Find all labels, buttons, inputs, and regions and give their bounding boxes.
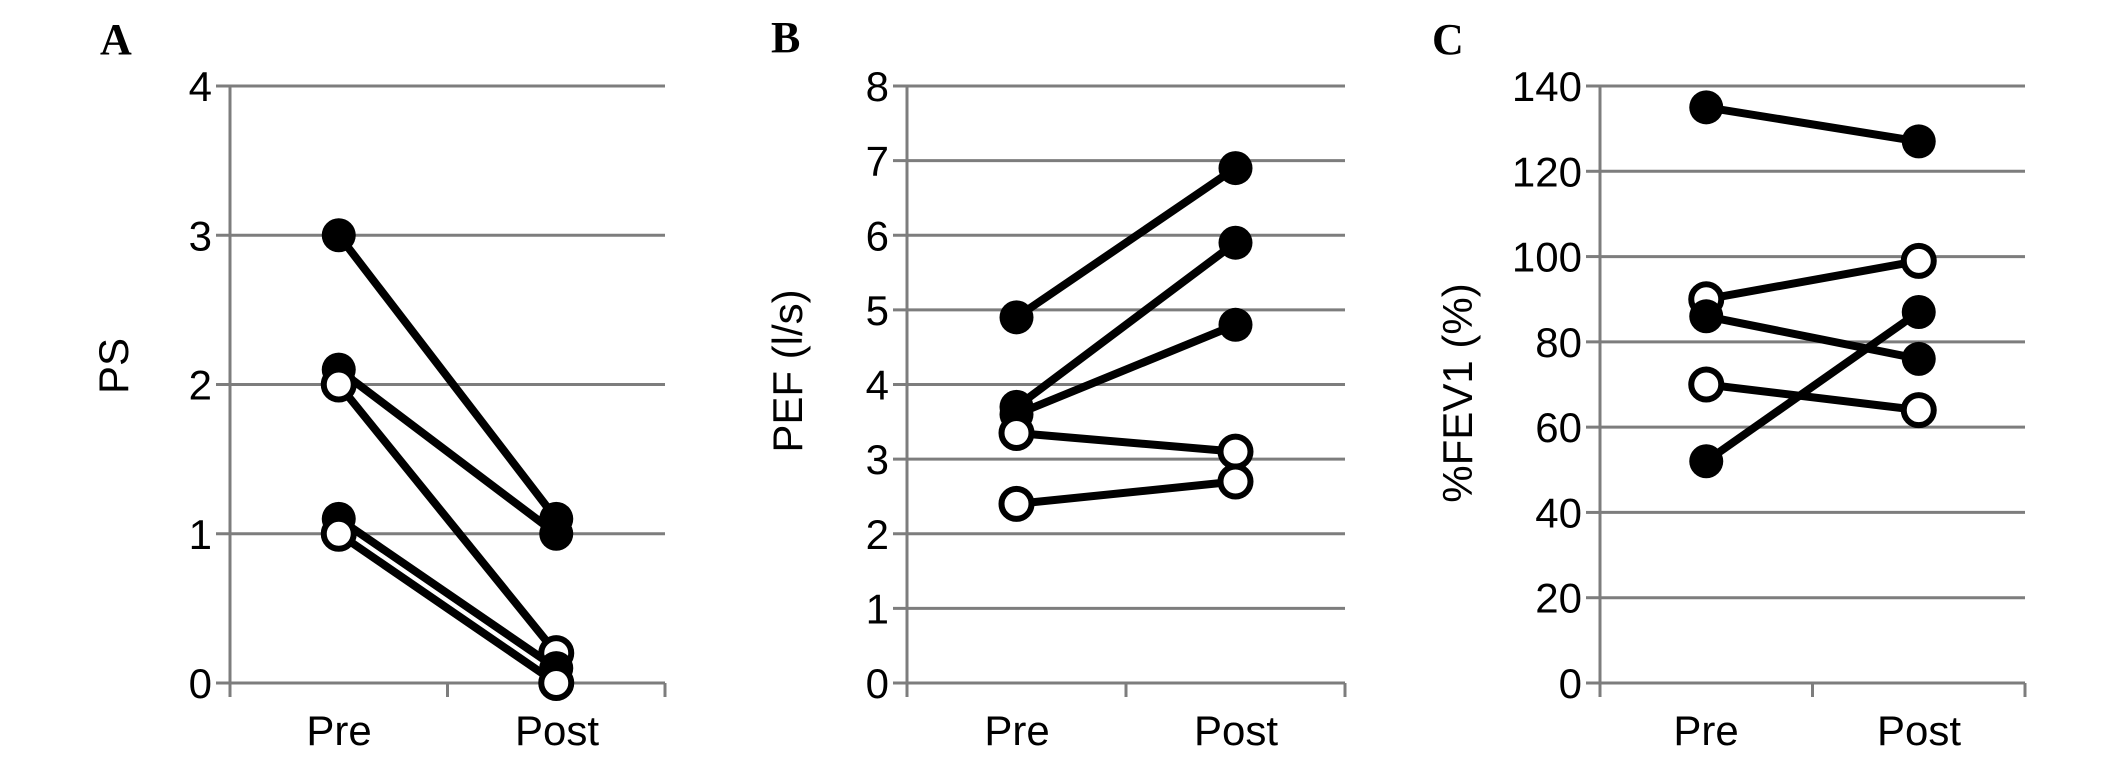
y-tick-label: 5 (866, 287, 889, 334)
pair-line (1705, 103, 1920, 146)
chart-panel-b: 0 1 2 3 4 5 6 7 8 (866, 63, 1347, 707)
marker-filled-circle (1218, 307, 1253, 342)
y-tick-label: 120 (1512, 148, 1582, 195)
y-tick-label: 1 (866, 585, 889, 632)
pair-line (335, 381, 560, 656)
pair-line (1705, 312, 1920, 363)
pair-line (1014, 239, 1238, 411)
pair-line (336, 366, 559, 537)
y-axis-label-c: %FEV1 (%) (1434, 283, 1481, 503)
y-axis-label-b: PEF (l/s) (764, 289, 811, 453)
y-tick-label: 3 (866, 436, 889, 483)
marker-open-circle (1217, 463, 1254, 500)
y-tick-label: 0 (866, 660, 889, 707)
pair-line (1016, 429, 1236, 456)
marker-open-circle (1900, 392, 1937, 429)
y-tick-label: 140 (1512, 63, 1582, 110)
x-category-b-pre: Pre (984, 707, 1050, 754)
x-category-c-pre: Pre (1673, 707, 1739, 754)
panel-label-b: B (771, 13, 801, 62)
x-category-a-pre: Pre (306, 707, 372, 754)
x-category-a-post: Post (514, 707, 600, 754)
marker-filled-circle (1901, 295, 1936, 330)
y-tick-label: 7 (866, 138, 889, 185)
marker-filled-circle (539, 516, 574, 551)
marker-open-circle (998, 415, 1035, 452)
pair-line (1705, 256, 1920, 304)
marker-open-circle (1217, 433, 1254, 470)
y-tick-label: 2 (189, 362, 212, 409)
pair-line (1014, 321, 1238, 419)
y-axis-label-a: PS (90, 337, 137, 395)
marker-open-circle (1688, 366, 1725, 403)
marker-open-circle (320, 366, 357, 403)
y-tick-label: 0 (1559, 660, 1582, 707)
marker-filled-circle (1901, 341, 1936, 376)
x-category-c-post: Post (1876, 707, 1962, 754)
marker-filled-circle (1689, 299, 1724, 334)
marker-open-circle (320, 515, 357, 552)
chart-panel-c: 0 20 40 60 80 100 120 140 (1512, 63, 2027, 707)
y-tick-label: 3 (189, 212, 212, 259)
marker-open-circle (998, 485, 1035, 522)
y-tick-label: 2 (866, 511, 889, 558)
panel-label-c: C (1432, 15, 1464, 64)
pair-line (1016, 477, 1236, 508)
marker-open-circle (1900, 242, 1937, 279)
y-tick-label: 0 (189, 660, 212, 707)
pair-line (336, 530, 559, 687)
x-category-b-post: Post (1193, 707, 1279, 754)
y-tick-label: 6 (866, 212, 889, 259)
marker-filled-circle (1689, 90, 1724, 125)
y-tick-label: 8 (866, 63, 889, 110)
y-tick-label: 1 (189, 511, 212, 558)
chart-panel-a: 0 1 2 3 4 (189, 63, 667, 707)
y-tick-label: 40 (1535, 489, 1582, 536)
marker-filled-circle (321, 218, 356, 253)
marker-filled-circle (999, 300, 1034, 335)
y-tick-label: 4 (866, 362, 889, 409)
pair-line (1014, 164, 1238, 321)
pair-line (335, 232, 560, 522)
pair-line (336, 515, 559, 672)
pair-line (1703, 308, 1922, 465)
y-tick-label: 100 (1512, 234, 1582, 281)
y-tick-label: 80 (1535, 319, 1582, 366)
y-tick-label: 20 (1535, 575, 1582, 622)
marker-filled-circle (1689, 444, 1724, 479)
marker-open-circle (538, 665, 575, 701)
marker-filled-circle (1218, 225, 1253, 260)
marker-filled-circle (1901, 124, 1936, 159)
pair-line (1705, 380, 1920, 415)
y-tick-label: 60 (1535, 404, 1582, 451)
y-tick-label: 4 (189, 63, 212, 110)
panel-label-a: A (100, 15, 132, 64)
marker-filled-circle (1218, 151, 1253, 186)
